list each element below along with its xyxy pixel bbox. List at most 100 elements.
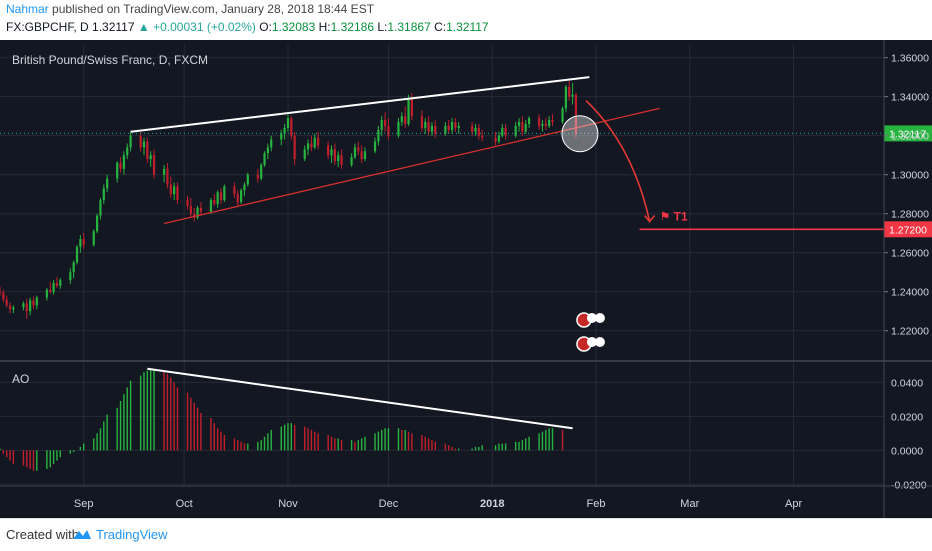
candle-body — [116, 162, 119, 179]
candle-body — [12, 307, 15, 310]
drawings-layer: ⚑ T1 1.27200 1.32117 — [0, 76, 932, 430]
candle-body — [340, 155, 343, 165]
y-axis-tick-label: 1.36000 — [891, 53, 929, 65]
candle-body — [383, 120, 387, 126]
x-axis-tick-label: Sep — [74, 498, 94, 510]
candle-body — [568, 86, 571, 97]
last-price-tag — [884, 125, 932, 142]
target-label: T1 — [674, 209, 688, 223]
candle-body — [313, 137, 316, 148]
candle-body — [387, 125, 390, 136]
tradingview-logo-icon — [73, 530, 91, 539]
chart-background — [0, 40, 932, 518]
candle-body — [561, 108, 564, 123]
candle-body — [317, 137, 320, 146]
target-price-label: 1.27200 — [889, 224, 927, 236]
candle-body — [571, 94, 574, 97]
candle-body — [270, 139, 273, 148]
x-axis-tick-label: Mar — [680, 498, 699, 510]
candle-body — [213, 200, 216, 204]
candle-body — [72, 262, 75, 273]
candle-body — [96, 215, 99, 232]
candles-series — [0, 81, 578, 320]
x-axis-tick-label: 2018 — [480, 498, 504, 510]
candle-body — [474, 127, 477, 132]
ao-y-axis-tick-label: -0.0200 — [891, 479, 927, 491]
candle-body — [176, 186, 179, 201]
candle-body — [69, 272, 72, 281]
candle-body — [574, 94, 578, 135]
candle-body — [22, 303, 25, 308]
publish-line: Nahmar published on TradingView.com, Jan… — [6, 2, 374, 16]
candle-body — [286, 118, 290, 128]
candle-body — [357, 147, 360, 152]
tradingview-link[interactable]: TradingView — [96, 527, 168, 542]
projection-arrow — [585, 99, 651, 222]
x-axis-tick-label: Nov — [278, 498, 298, 510]
candle-body — [353, 147, 357, 158]
y-axis-tick-label: 1.24000 — [891, 287, 929, 299]
candle-body — [102, 188, 105, 201]
ao-divergence-line — [147, 367, 573, 430]
candle-body — [142, 141, 146, 148]
ohlc-line: FX:GBPCHF, D 1.32117 ▲ +0.00031 (+0.02%)… — [6, 20, 489, 34]
candle-body — [337, 155, 340, 162]
x-axis-tick-label: Dec — [379, 498, 399, 510]
chart-canvas[interactable]: ⚑ T1 1.27200 1.32117 1.360001.340001.320001… — [0, 0, 932, 518]
candle-body — [450, 122, 454, 130]
author-link[interactable]: Nahmar — [6, 2, 49, 16]
candle-body — [407, 98, 410, 124]
candle-body — [373, 141, 377, 152]
candle-body — [59, 280, 62, 286]
low-value: 1.31867 — [387, 20, 431, 34]
candle-body — [280, 133, 283, 140]
y-axis-tick-label: 1.26000 — [891, 248, 929, 260]
close-label: C: — [434, 20, 447, 34]
high-value: 1.32186 — [330, 20, 374, 34]
candle-body — [193, 213, 196, 218]
candle-body — [551, 120, 554, 123]
candle-body — [189, 205, 192, 214]
candle-body — [544, 123, 547, 126]
candle-body — [239, 190, 243, 202]
lower-trendline — [163, 107, 660, 225]
candle-body — [494, 137, 497, 142]
upper-trendline — [130, 76, 590, 133]
candle-body — [186, 200, 189, 206]
candle-body — [410, 98, 413, 117]
candle-body — [233, 186, 236, 195]
candle-body — [400, 116, 403, 123]
axes-layer: 1.36000 1.34000 1.32000 1.30000 1.28000 1.260… — [0, 40, 932, 518]
candle-body — [223, 186, 226, 201]
candle-body — [444, 125, 447, 134]
candle-body — [521, 122, 524, 132]
candle-body — [256, 174, 259, 179]
candle-body — [5, 299, 8, 306]
candle-body — [79, 239, 82, 247]
candle-body — [2, 292, 5, 300]
flag-icon: ⚑ — [660, 209, 671, 223]
up-arrow-icon: ▲ — [137, 20, 150, 34]
event-count-icon — [586, 313, 597, 323]
candle-body — [196, 207, 199, 218]
candle-body — [360, 151, 363, 160]
close-value: 1.32117 — [446, 20, 489, 34]
candle-body — [49, 289, 52, 292]
candle-body — [8, 305, 12, 310]
candle-body — [303, 149, 306, 160]
candle-body — [434, 125, 437, 134]
candle-body — [219, 192, 223, 201]
high-label: H: — [318, 20, 331, 34]
candle-body — [527, 118, 531, 124]
candle-body — [0, 291, 2, 293]
low-label: L: — [377, 20, 388, 34]
target-price-tag — [884, 221, 932, 238]
candle-body — [454, 122, 457, 128]
candle-body — [363, 151, 367, 160]
candle-body — [564, 86, 567, 109]
y-axis-tick-label: 1.28000 — [891, 209, 929, 221]
candle-body — [126, 147, 129, 156]
candle-body — [306, 143, 310, 150]
candle-body — [350, 157, 353, 165]
